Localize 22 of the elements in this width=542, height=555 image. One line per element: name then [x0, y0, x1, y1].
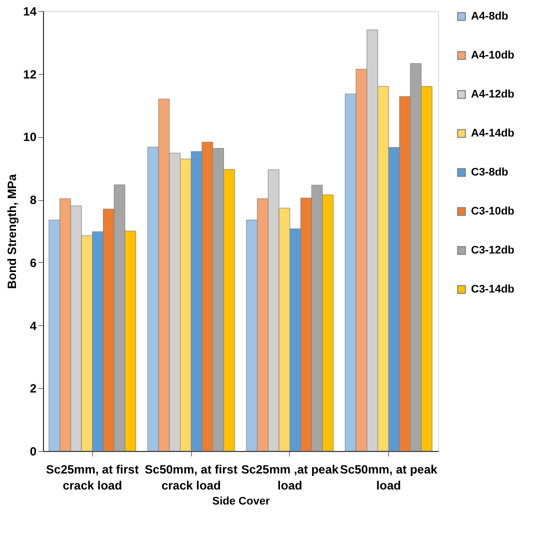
- x-tick-label: Sc25mm, at first crack load: [46, 462, 139, 492]
- x-axis-title: Side Cover: [212, 496, 270, 508]
- legend-label: C3-8db: [471, 166, 509, 178]
- x-tick-label: Sc25mm ,at peak load: [241, 462, 339, 492]
- x-tick-label: Sc50mm, at peak load: [340, 462, 438, 492]
- y-tick-label: 10: [23, 130, 37, 144]
- y-tick-label: 0: [30, 444, 37, 458]
- legend-label: A4-12db: [471, 88, 515, 100]
- legend-label: A4-8db: [471, 10, 509, 22]
- y-tick-label: 2: [30, 382, 37, 396]
- legend-label: C3-10db: [471, 206, 515, 218]
- legend-label: A4-10db: [471, 50, 515, 62]
- y-tick-label: 12: [23, 67, 37, 82]
- y-tick-label: 6: [30, 256, 37, 270]
- legend-label: C3-14db: [471, 284, 515, 296]
- legend-label: A4-14db: [471, 128, 515, 140]
- y-tick-label: 8: [30, 193, 37, 208]
- y-axis-title: Bond Strength, MPa: [5, 174, 20, 289]
- x-tick-label: Sc50mm, at first crack load: [144, 462, 238, 492]
- y-tick-label: 14: [23, 4, 37, 18]
- y-tick-label: 4: [30, 318, 37, 333]
- legend-label: C3-12db: [471, 244, 515, 256]
